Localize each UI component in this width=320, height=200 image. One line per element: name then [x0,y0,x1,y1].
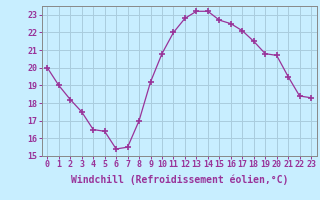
X-axis label: Windchill (Refroidissement éolien,°C): Windchill (Refroidissement éolien,°C) [70,175,288,185]
